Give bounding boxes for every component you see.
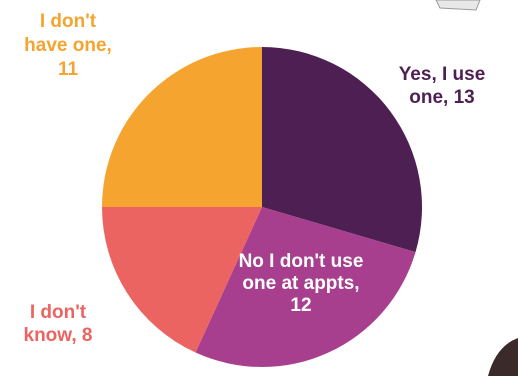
slice-label-line: Yes, I use <box>399 64 486 85</box>
slice-label: No I don't use one at appts, 12 <box>239 251 364 316</box>
decorative-corner-graphic-top <box>435 0 481 11</box>
slice-label-line: 12 <box>290 295 311 316</box>
slices-layer <box>101 47 423 368</box>
pie-slice <box>195 207 416 368</box>
labels-layer: Yes, I use one, 13 No I don't use one at ap… <box>24 11 486 346</box>
slice-label: I don't have one, 11 <box>24 11 112 80</box>
pie-slice <box>102 47 262 207</box>
slice-label-line: have one, <box>24 35 112 56</box>
slice-label-line: 11 <box>58 59 79 80</box>
slice-label-line: one, 13 <box>409 87 474 108</box>
pie-slice <box>101 207 262 353</box>
slice-label: I don't know, 8 <box>24 302 93 346</box>
slice-label-line: I don't <box>30 302 87 323</box>
pie-slice <box>262 47 423 253</box>
slice-label-line: I don't <box>40 11 97 32</box>
slice-label: Yes, I use one, 13 <box>399 64 486 108</box>
slice-label-line: No I don't use <box>239 251 364 272</box>
decorative-corner-graphic-bottom <box>488 338 518 376</box>
slice-label-line: know, 8 <box>24 325 93 346</box>
slice-label-line: one at appts, <box>242 273 359 294</box>
